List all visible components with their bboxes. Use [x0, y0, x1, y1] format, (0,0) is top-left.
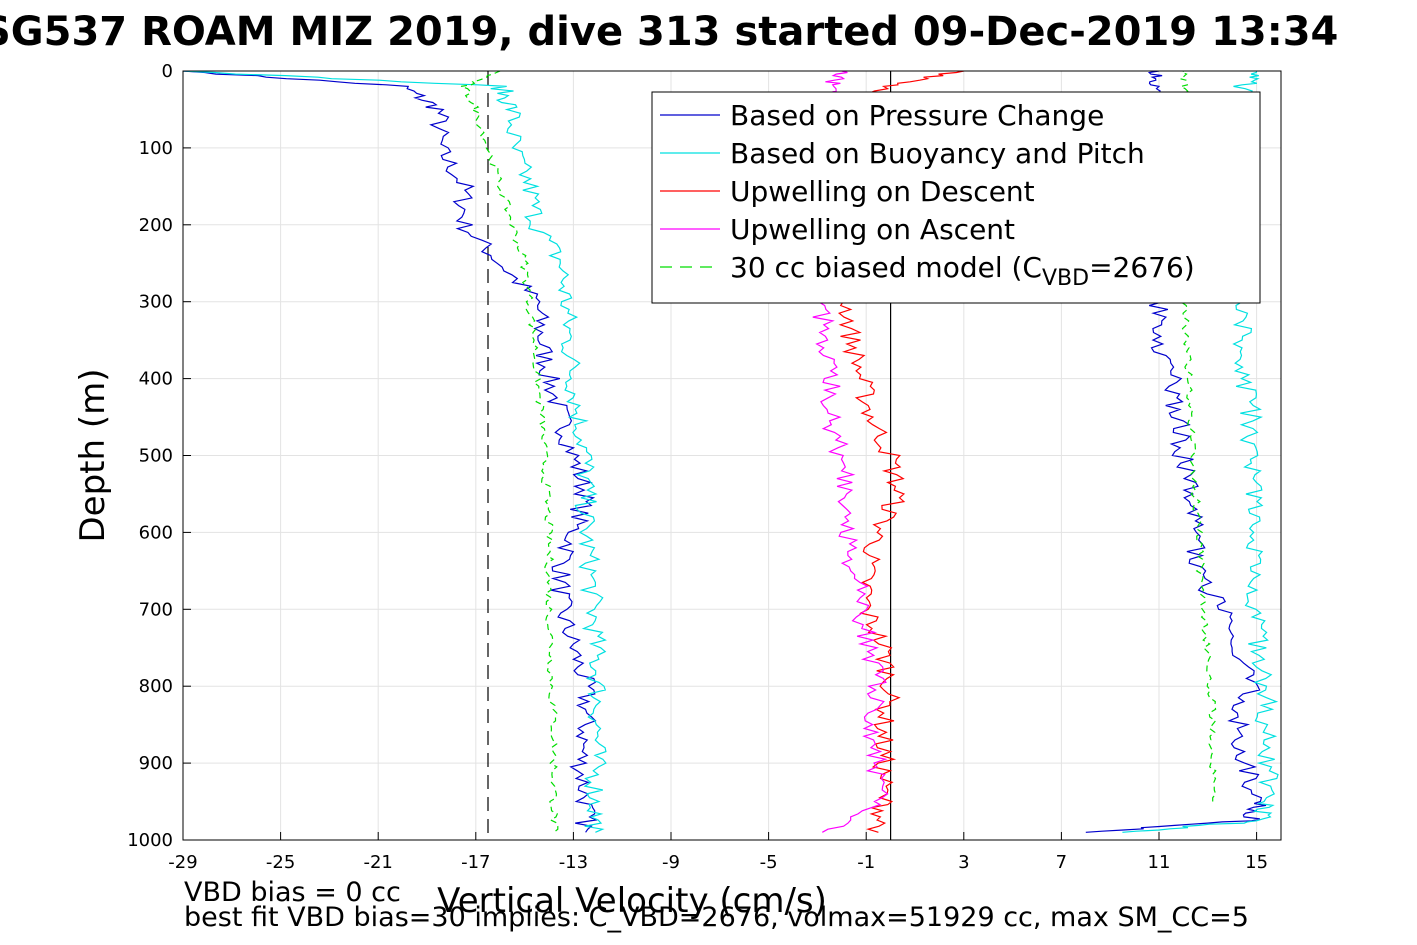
legend-box [651, 91, 1261, 304]
y-tick-label: 500 [139, 446, 173, 467]
y-tick-label: 200 [139, 215, 173, 236]
legend-label: Based on Buoyancy and Pitch [730, 137, 1145, 170]
legend-label: Upwelling on Ascent [730, 213, 1015, 246]
legend-label: Based on Pressure Change [730, 99, 1104, 132]
x-tick-label: -21 [363, 852, 392, 873]
y-axis-label: Depth (m) [73, 368, 113, 542]
y-tick-label: 600 [139, 522, 173, 543]
legend-label: Upwelling on Descent [730, 175, 1035, 208]
x-tick-label: -29 [168, 852, 197, 873]
x-tick-label: 3 [958, 852, 969, 873]
series-line-1-descent [183, 71, 607, 833]
y-tick-label: 0 [162, 61, 173, 82]
legend: Based on Pressure Change Based on Buoyanc… [651, 91, 1261, 304]
y-tick-label: 800 [139, 676, 173, 697]
x-tick-label: -17 [461, 852, 490, 873]
x-tick-label: -25 [266, 852, 295, 873]
x-tick-label: 15 [1245, 852, 1268, 873]
series-line-0-descent [183, 71, 598, 833]
series-line-4-descent [460, 71, 559, 833]
x-tick-label: -1 [857, 852, 875, 873]
x-tick-label: -5 [760, 852, 778, 873]
y-tick-label: 400 [139, 369, 173, 390]
vbd-bias-note: VBD bias = 0 cc [184, 877, 401, 908]
x-tick-label: 7 [1056, 852, 1067, 873]
x-tick-label: -9 [662, 852, 680, 873]
y-tick-label: 1000 [127, 830, 173, 851]
x-axis-label: Vertical Velocity (cm/s) [437, 881, 827, 921]
best-fit-note: best fit VBD bias=30 implies: C_VBD=2676… [184, 902, 1249, 933]
y-tick-label: 300 [139, 292, 173, 313]
x-tick-label: -13 [559, 852, 588, 873]
y-tick-label: 100 [139, 138, 173, 159]
y-tick-label: 900 [139, 753, 173, 774]
x-tick-label: 11 [1148, 852, 1171, 873]
axis-ticks: -29 -25 -21 -17 -13 -9 -5 -1 3 7 11 150100200300400… [127, 61, 1268, 873]
y-tick-label: 700 [139, 599, 173, 620]
legend-label: 30 cc biased model (CVBD=2676) [730, 251, 1195, 291]
chart-title: SG537 ROAM MIZ 2019, dive 313 started 09… [0, 9, 1339, 55]
